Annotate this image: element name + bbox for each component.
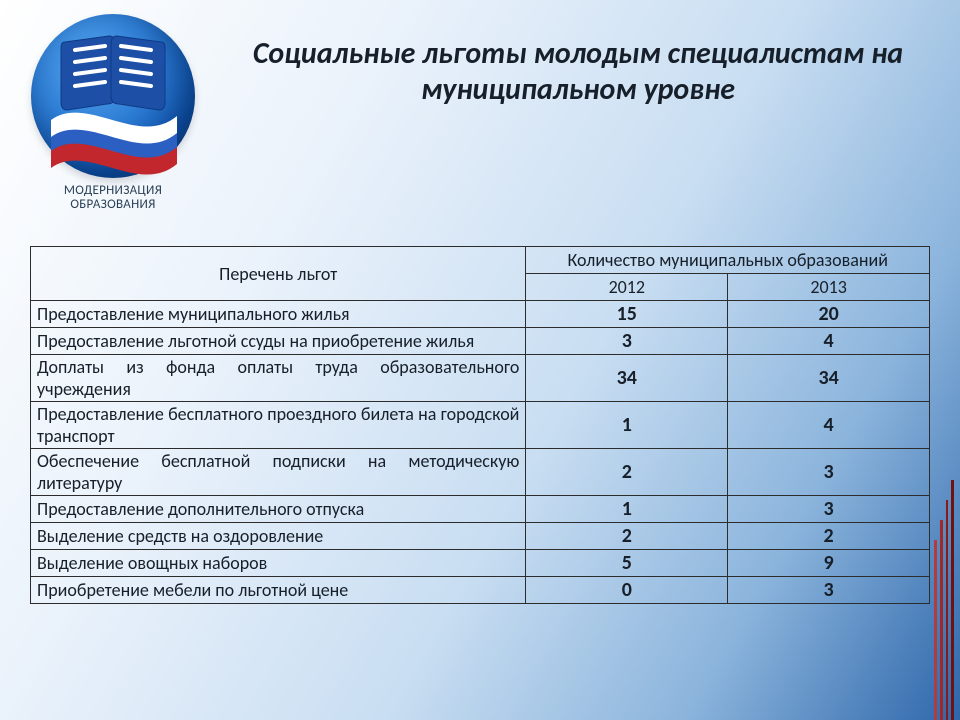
th-year2: 2013 [728,274,930,301]
table-row: Приобретение мебели по льготной цене03 [31,577,930,604]
logo-disc [31,14,195,178]
logo-svg [31,14,195,178]
row-value-y2: 2 [728,523,930,550]
benefits-table: Перечень льгот Количество муниципальных … [30,246,930,604]
row-value-y2: 4 [728,328,930,355]
row-value-y1: 34 [526,355,728,402]
row-label: Выделение овощных наборов [31,550,526,577]
table-row: Доплаты из фонда оплаты труда образовате… [31,355,930,402]
row-value-y1: 3 [526,328,728,355]
row-label: Предоставление льготной ссуды на приобре… [31,328,526,355]
table-row: Предоставление бесплатного проездного би… [31,402,930,449]
row-value-y2: 20 [728,301,930,328]
row-value-y1: 5 [526,550,728,577]
table-row: Предоставление муниципального жилья1520 [31,301,930,328]
row-label: Обеспечение бесплатной подписки на метод… [31,449,526,496]
th-group: Количество муниципальных образований [526,247,930,274]
row-value-y1: 1 [526,496,728,523]
row-label: Приобретение мебели по льготной цене [31,577,526,604]
logo: МОДЕРНИЗАЦИЯ ОБРАЗОВАНИЯ [24,14,202,211]
row-value-y1: 2 [526,449,728,496]
page-title: Социальные льготы молодым специалистам н… [220,36,936,108]
row-value-y1: 2 [526,523,728,550]
row-label: Предоставление дополнительного отпуска [31,496,526,523]
th-desc: Перечень льгот [31,247,526,301]
row-value-y1: 1 [526,402,728,449]
table-row: Обеспечение бесплатной подписки на метод… [31,449,930,496]
table-row: Предоставление дополнительного отпуска13 [31,496,930,523]
table-row: Выделение средств на оздоровление22 [31,523,930,550]
logo-caption: МОДЕРНИЗАЦИЯ ОБРАЗОВАНИЯ [24,184,202,211]
slide-root: МОДЕРНИЗАЦИЯ ОБРАЗОВАНИЯ Социальные льго… [0,0,960,720]
row-value-y2: 3 [728,577,930,604]
table-row: Предоставление льготной ссуды на приобре… [31,328,930,355]
logo-caption-line2: ОБРАЗОВАНИЯ [70,197,155,212]
row-value-y2: 9 [728,550,930,577]
row-value-y1: 15 [526,301,728,328]
row-label: Выделение средств на оздоровление [31,523,526,550]
row-value-y2: 4 [728,402,930,449]
row-label: Предоставление муниципального жилья [31,301,526,328]
row-value-y2: 34 [728,355,930,402]
row-value-y2: 3 [728,449,930,496]
row-value-y2: 3 [728,496,930,523]
table-row: Выделение овощных наборов59 [31,550,930,577]
accent-stripes [934,480,960,720]
row-label: Предоставление бесплатного проездного би… [31,402,526,449]
row-label: Доплаты из фонда оплаты труда образовате… [31,355,526,402]
th-year1: 2012 [526,274,728,301]
row-value-y1: 0 [526,577,728,604]
